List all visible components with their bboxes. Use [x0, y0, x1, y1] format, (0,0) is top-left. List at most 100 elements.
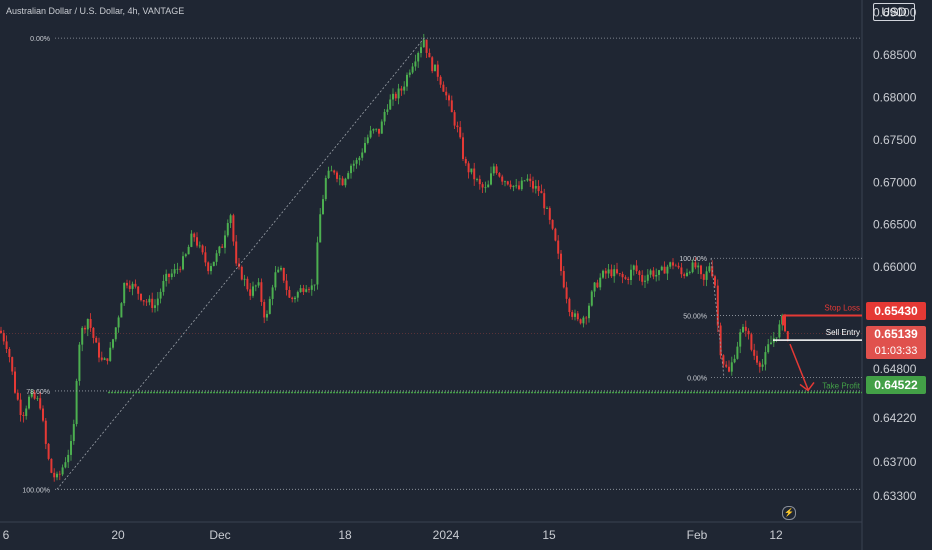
- candle-body: [187, 246, 190, 255]
- candle-body: [95, 337, 98, 343]
- candle-body: [534, 186, 537, 189]
- candle-body: [184, 254, 187, 257]
- candle-body: [582, 317, 585, 324]
- candle-body: [683, 274, 686, 276]
- candle-body: [302, 288, 305, 292]
- candle-body: [165, 273, 168, 281]
- candle-body: [263, 301, 266, 318]
- candle-body: [252, 286, 254, 296]
- candle-body: [487, 184, 490, 188]
- take-profit-text: Take Profit: [822, 381, 861, 390]
- candle-body: [277, 269, 280, 273]
- candle-body: [596, 282, 599, 288]
- fib-small-level-label: 0.00%: [687, 375, 707, 382]
- candle-body: [193, 233, 196, 238]
- time-tick-label: Dec: [209, 528, 230, 542]
- candle-body: [341, 178, 344, 186]
- candle-body: [173, 269, 176, 274]
- candle-body: [221, 246, 224, 248]
- candle-body: [176, 268, 179, 270]
- candle-body: [212, 261, 215, 267]
- candle-body: [403, 86, 406, 91]
- candle-body: [347, 173, 350, 179]
- candle-body: [196, 237, 198, 246]
- candle-body: [336, 172, 338, 179]
- candle-body: [526, 178, 529, 181]
- candle-body: [56, 473, 58, 478]
- candle-body: [204, 252, 207, 263]
- candle-body: [64, 462, 67, 468]
- candle-body: [44, 420, 47, 444]
- candle-body: [669, 262, 672, 267]
- candle-body: [638, 271, 641, 276]
- candle-body: [260, 282, 263, 302]
- candle-body: [210, 266, 212, 272]
- candle-body: [361, 152, 364, 158]
- candle-body: [621, 273, 624, 278]
- candle-body: [716, 285, 719, 326]
- candle-body: [607, 269, 610, 274]
- candle-body: [137, 286, 140, 294]
- candle-body: [610, 269, 613, 277]
- candle-body: [753, 349, 756, 356]
- candle-body: [350, 165, 352, 174]
- price-tick-label: 0.67000: [873, 175, 917, 189]
- candle-body: [512, 185, 515, 188]
- candle-body: [271, 287, 274, 299]
- candle-body: [784, 315, 786, 332]
- candle-body: [506, 181, 509, 185]
- candle-body: [16, 392, 19, 400]
- candle-body: [431, 57, 434, 72]
- stop-loss-price-label: 0.65430: [866, 302, 926, 320]
- candle-body: [182, 256, 184, 270]
- candle-body: [537, 186, 540, 192]
- candle-body: [22, 415, 25, 416]
- time-tick-label: 18: [338, 528, 352, 542]
- candle-body: [666, 266, 669, 274]
- candle-body: [246, 278, 249, 290]
- candle-body: [0, 330, 2, 333]
- candle-body: [501, 176, 504, 182]
- candle-body: [380, 121, 383, 134]
- candle-body: [574, 313, 576, 317]
- candle-body: [425, 39, 428, 53]
- candle-body: [442, 84, 445, 92]
- candle-body: [70, 441, 72, 455]
- fib-level-label: 78.60%: [26, 389, 50, 396]
- candle-body: [646, 274, 649, 281]
- candle-body: [159, 291, 162, 299]
- candle-body: [392, 93, 394, 100]
- candle-body: [313, 284, 316, 286]
- candle-body: [86, 319, 89, 330]
- candle-body: [708, 266, 711, 272]
- candle-body: [747, 330, 750, 335]
- candle-body: [154, 305, 156, 308]
- candle-body: [235, 241, 238, 264]
- candle-body: [529, 178, 532, 182]
- lightning-icon[interactable]: ⚡: [782, 506, 796, 520]
- candle-body: [39, 398, 42, 409]
- candle-body: [84, 327, 86, 330]
- candle-body: [744, 326, 747, 331]
- candle-body: [632, 265, 635, 270]
- candle-body: [327, 170, 330, 179]
- candle-body: [428, 52, 431, 58]
- candle-body: [509, 184, 512, 188]
- candle-body: [417, 53, 420, 62]
- sell-entry-text: Sell Entry: [826, 328, 860, 337]
- candle-body: [142, 300, 145, 302]
- candle-body: [627, 278, 630, 281]
- price-tick-label: 0.63300: [873, 489, 917, 503]
- candle-body: [702, 274, 705, 280]
- candle-body: [117, 317, 120, 328]
- candle-body: [333, 170, 336, 173]
- candle-body: [310, 285, 313, 290]
- candle-body: [660, 266, 663, 271]
- currency-selector-button[interactable]: USD: [873, 3, 915, 21]
- candle-body: [243, 278, 246, 280]
- candle-body: [700, 265, 702, 275]
- down-arrow-head: [799, 382, 815, 392]
- candle-body: [81, 327, 84, 345]
- candle-body: [739, 332, 742, 347]
